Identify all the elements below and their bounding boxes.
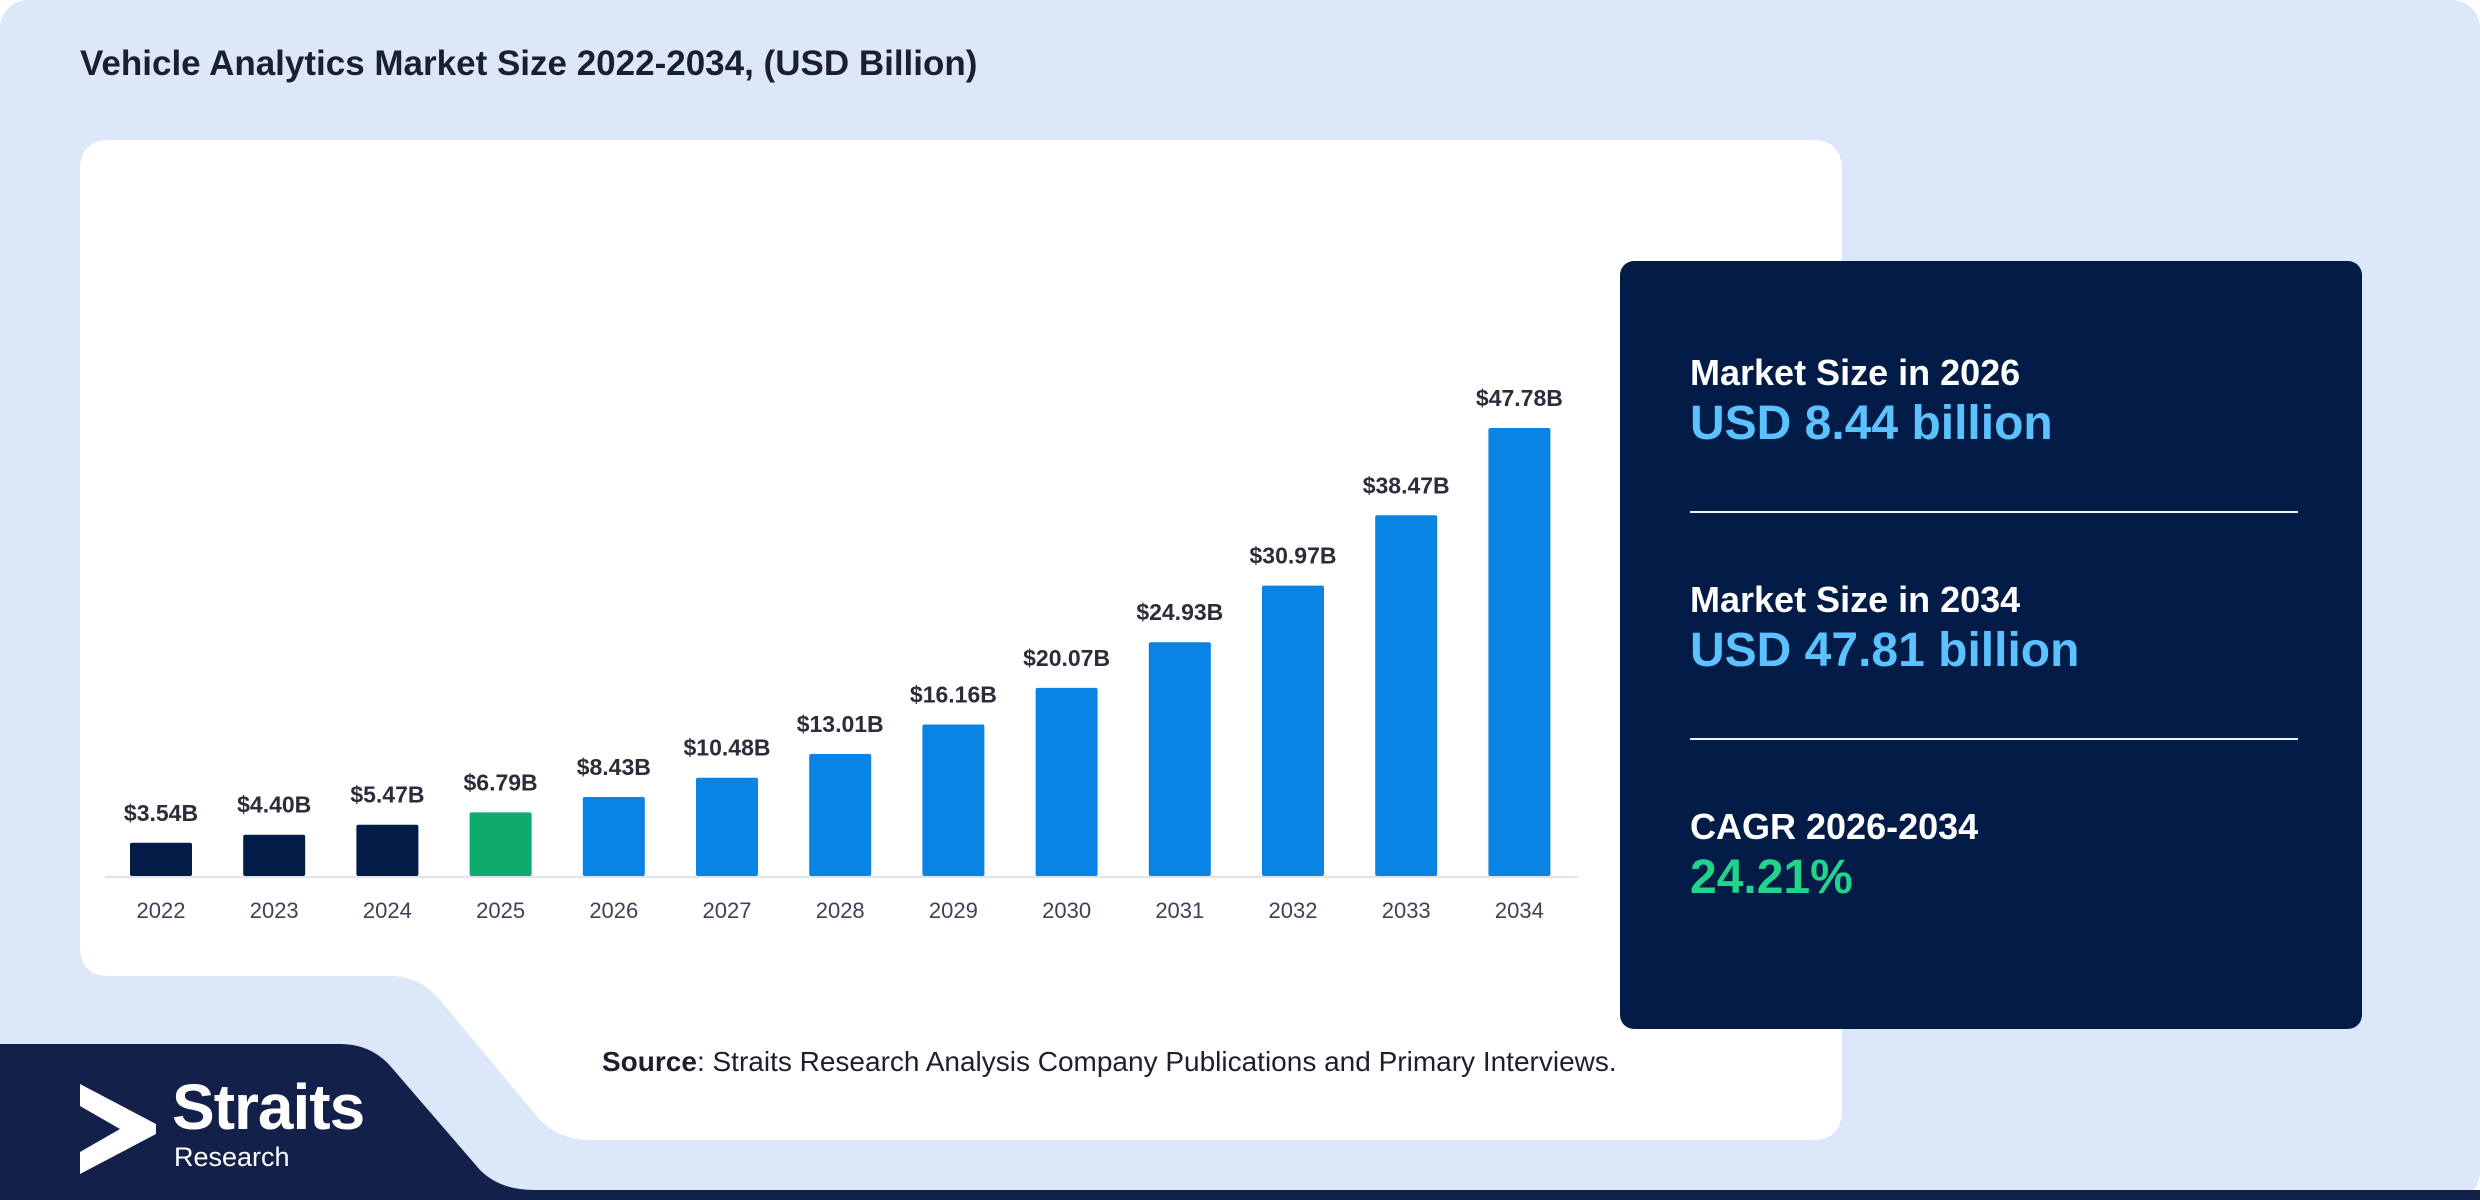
value-label-2033: $38.47B bbox=[1363, 472, 1450, 498]
stat-cagr: CAGR 2026-2034 24.21% bbox=[1690, 805, 2298, 905]
chart-card bbox=[80, 140, 1842, 1140]
value-label-2034: $47.78B bbox=[1476, 385, 1563, 411]
stat-label: Market Size in 2026 bbox=[1690, 352, 2021, 393]
stat-label: Market Size in 2034 bbox=[1690, 579, 2021, 620]
stat-value: 24.21% bbox=[1690, 851, 1853, 905]
bar-2034 bbox=[1488, 428, 1551, 876]
value-label-2028: $13.01B bbox=[797, 711, 884, 737]
x-tick-2027: 2027 bbox=[703, 898, 752, 923]
page-title: Vehicle Analytics Market Size 2022-2034,… bbox=[80, 44, 978, 83]
logo-subtitle: Research bbox=[174, 1142, 290, 1172]
stat-value: USD 8.44 billion bbox=[1690, 397, 2053, 451]
value-label-2027: $10.48B bbox=[684, 735, 771, 761]
stat-market-size-2026: Market Size in 2026 USD 8.44 billion bbox=[1690, 351, 2298, 451]
source-note: Source: Straits Research Analysis Compan… bbox=[602, 1046, 1617, 1078]
x-tick-2033: 2033 bbox=[1382, 898, 1431, 923]
x-tick-2024: 2024 bbox=[363, 898, 412, 923]
value-label-2031: $24.93B bbox=[1136, 599, 1223, 625]
straits-arrow-icon bbox=[80, 1084, 156, 1174]
bar-2031 bbox=[1148, 642, 1211, 876]
x-tick-2022: 2022 bbox=[137, 898, 186, 923]
value-label-2029: $16.16B bbox=[910, 681, 997, 707]
bars bbox=[130, 428, 1551, 876]
bar-2029 bbox=[922, 724, 985, 876]
x-tick-2029: 2029 bbox=[929, 898, 978, 923]
x-tick-2034: 2034 bbox=[1495, 898, 1544, 923]
x-tick-2025: 2025 bbox=[476, 898, 525, 923]
bar-2023 bbox=[243, 834, 306, 876]
stat-divider bbox=[1690, 511, 2298, 513]
bottom-band bbox=[0, 1044, 2480, 1200]
source-label: Source bbox=[602, 1046, 697, 1077]
x-tick-2026: 2026 bbox=[589, 898, 638, 923]
x-tick-2023: 2023 bbox=[250, 898, 299, 923]
logo-wordmark: Straits bbox=[172, 1071, 365, 1143]
x-tick-2030: 2030 bbox=[1042, 898, 1091, 923]
value-labels: $3.54B $4.40B $5.47B $6.79B $8.43B $10.48B $13… bbox=[124, 385, 1563, 826]
value-label-2030: $20.07B bbox=[1023, 645, 1110, 671]
stat-label: CAGR 2026-2034 bbox=[1690, 806, 1979, 847]
bar-chart: $3.54B $4.40B $5.47B $6.79B $8.43B $10.48B $13… bbox=[105, 385, 1578, 923]
x-tick-2031: 2031 bbox=[1155, 898, 1204, 923]
stat-value: USD 47.81 billion bbox=[1690, 624, 2080, 678]
value-label-2023: $4.40B bbox=[237, 792, 311, 818]
bar-2033 bbox=[1375, 515, 1438, 876]
bar-2022 bbox=[130, 842, 192, 876]
bar-2032 bbox=[1262, 585, 1324, 876]
bar-2030 bbox=[1035, 687, 1098, 876]
bar-2024 bbox=[356, 824, 419, 876]
value-label-2026: $8.43B bbox=[577, 754, 651, 780]
bar-2025 bbox=[469, 812, 532, 876]
x-tick-2032: 2032 bbox=[1269, 898, 1318, 923]
stat-market-size-2034: Market Size in 2034 USD 47.81 billion bbox=[1690, 578, 2298, 678]
source-text: : Straits Research Analysis Company Publ… bbox=[696, 1046, 1617, 1077]
value-label-2022: $3.54B bbox=[124, 800, 198, 826]
value-label-2024: $5.47B bbox=[350, 782, 424, 808]
bar-2026 bbox=[582, 796, 645, 876]
x-tick-2028: 2028 bbox=[816, 898, 865, 923]
bar-2028 bbox=[809, 754, 872, 876]
stats-panel: Market Size in 2026 USD 8.44 billion Mar… bbox=[1620, 261, 2362, 1029]
bar-2027 bbox=[696, 777, 758, 876]
stat-divider bbox=[1690, 738, 2298, 740]
value-label-2032: $30.97B bbox=[1250, 543, 1337, 569]
x-tick-labels: 2022 2023 2024 2025 2026 2027 2028 2029 2030 2031… bbox=[137, 898, 1544, 923]
value-label-2025: $6.79B bbox=[464, 769, 538, 795]
